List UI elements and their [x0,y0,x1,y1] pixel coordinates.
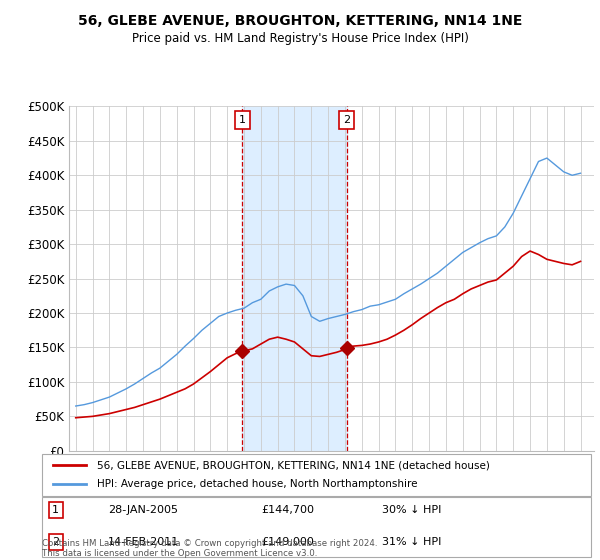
Text: Contains HM Land Registry data © Crown copyright and database right 2024.
This d: Contains HM Land Registry data © Crown c… [42,539,377,558]
Text: HPI: Average price, detached house, North Northamptonshire: HPI: Average price, detached house, Nort… [97,479,418,489]
Text: 56, GLEBE AVENUE, BROUGHTON, KETTERING, NN14 1NE (detached house): 56, GLEBE AVENUE, BROUGHTON, KETTERING, … [97,460,490,470]
Text: 31% ↓ HPI: 31% ↓ HPI [382,537,442,547]
Text: 56, GLEBE AVENUE, BROUGHTON, KETTERING, NN14 1NE: 56, GLEBE AVENUE, BROUGHTON, KETTERING, … [78,14,522,28]
Text: 14-FEB-2011: 14-FEB-2011 [108,537,179,547]
Text: 1: 1 [239,115,246,125]
FancyBboxPatch shape [42,454,591,496]
Text: £144,700: £144,700 [262,505,314,515]
Text: 2: 2 [52,537,59,547]
FancyBboxPatch shape [42,497,591,557]
Text: 28-JAN-2005: 28-JAN-2005 [108,505,178,515]
Text: £149,000: £149,000 [262,537,314,547]
Text: 2: 2 [343,115,350,125]
Text: 30% ↓ HPI: 30% ↓ HPI [382,505,442,515]
Text: 1: 1 [52,505,59,515]
Bar [242,106,347,451]
Text: Price paid vs. HM Land Registry's House Price Index (HPI): Price paid vs. HM Land Registry's House … [131,32,469,45]
